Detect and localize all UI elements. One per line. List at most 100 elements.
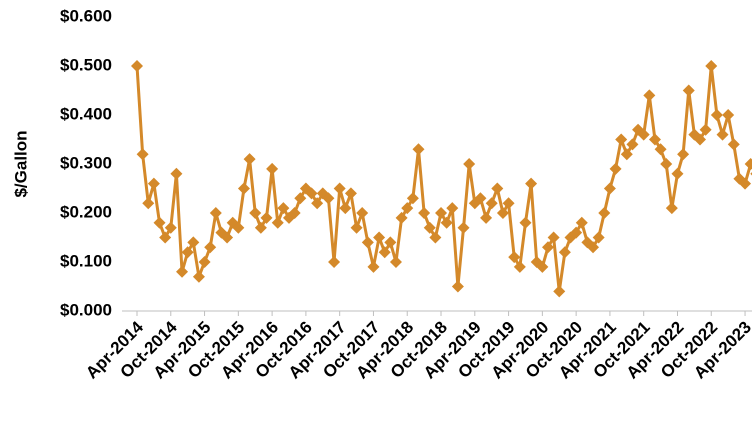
y-tick-label: $0.300 (60, 153, 112, 172)
point (457, 221, 470, 234)
y-tick-label: $0.400 (60, 104, 112, 123)
point (136, 148, 149, 161)
point (620, 148, 633, 161)
point (389, 256, 402, 268)
point (373, 231, 386, 244)
point (176, 265, 189, 278)
point (603, 182, 616, 195)
point (288, 207, 301, 219)
point (525, 177, 538, 190)
point (159, 231, 172, 244)
point (699, 123, 712, 136)
point (592, 231, 605, 244)
point (463, 158, 476, 170)
point (705, 60, 718, 72)
y-tick-label: $0.500 (60, 55, 112, 74)
point (339, 202, 352, 215)
point (547, 231, 560, 244)
point (451, 280, 464, 293)
point (395, 211, 408, 224)
point (654, 143, 667, 156)
point (423, 221, 436, 234)
point (626, 138, 639, 151)
point (440, 216, 453, 229)
point (209, 207, 222, 219)
point (553, 285, 566, 298)
point (570, 226, 583, 239)
point (305, 187, 318, 200)
point (333, 182, 346, 195)
point (722, 109, 735, 121)
point (558, 246, 571, 259)
point (677, 148, 690, 161)
point (277, 202, 290, 215)
point (536, 260, 549, 273)
point (643, 89, 656, 102)
point (204, 241, 217, 254)
point (727, 138, 740, 151)
point (260, 211, 273, 224)
point (480, 211, 493, 224)
point (266, 162, 279, 175)
point (328, 256, 341, 268)
point (221, 231, 234, 244)
point (598, 207, 611, 219)
point (367, 260, 380, 273)
point (660, 158, 673, 170)
point (294, 192, 307, 205)
point (446, 202, 459, 215)
point (344, 187, 357, 200)
point (508, 251, 521, 264)
y-tick-label: $0.200 (60, 202, 112, 221)
point (170, 167, 183, 180)
point (237, 182, 250, 195)
point (587, 241, 600, 254)
point (429, 231, 442, 244)
point (435, 207, 448, 219)
point (361, 236, 374, 249)
point (401, 202, 414, 215)
point (147, 177, 160, 190)
point (350, 221, 363, 234)
point (322, 192, 335, 205)
point (496, 207, 509, 219)
point (491, 182, 504, 195)
point (716, 128, 729, 141)
point (198, 256, 211, 268)
point (485, 197, 498, 210)
point (232, 221, 245, 234)
point (502, 197, 515, 210)
point (665, 202, 678, 215)
point (744, 158, 752, 170)
point (418, 207, 431, 219)
point (682, 84, 695, 97)
point (384, 236, 397, 249)
point (192, 270, 205, 283)
point (575, 216, 588, 229)
point (243, 153, 256, 166)
point (254, 221, 267, 234)
point (648, 133, 661, 146)
point (187, 236, 200, 249)
y-tick-label: $0.000 (60, 300, 112, 319)
point (637, 128, 650, 141)
point (519, 216, 532, 229)
point (271, 216, 284, 229)
point (406, 192, 419, 205)
point (378, 246, 391, 259)
point (739, 177, 752, 190)
point (164, 221, 177, 234)
point (694, 133, 706, 146)
point (356, 207, 369, 219)
point (671, 167, 684, 180)
point (513, 260, 526, 273)
y-axis-label: $/Gallon (11, 130, 30, 197)
point (474, 192, 487, 205)
y-tick-label: $0.100 (60, 251, 112, 270)
point (609, 162, 622, 175)
point (541, 241, 554, 254)
point (249, 207, 262, 219)
point (615, 133, 628, 146)
series-line (135, 64, 752, 293)
